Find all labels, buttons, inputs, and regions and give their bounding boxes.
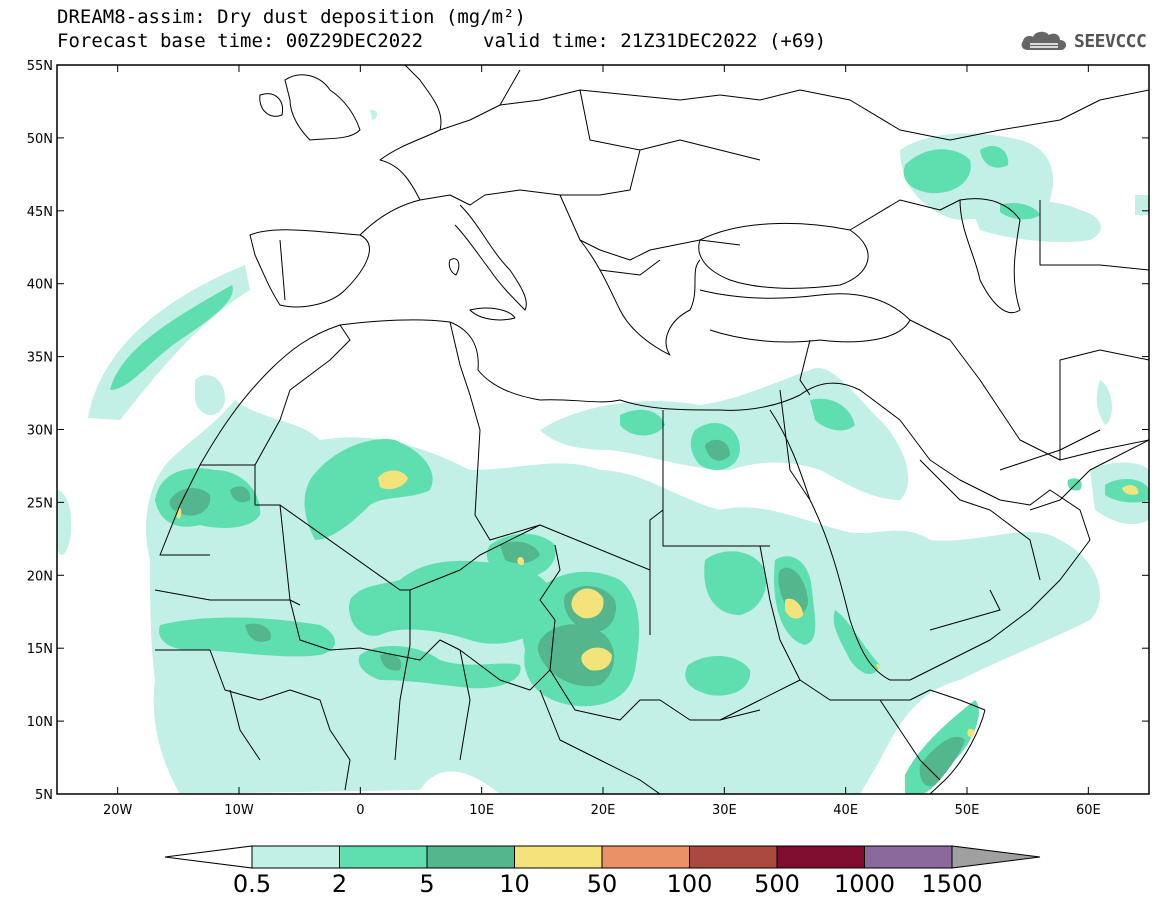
lat-tick-label: 5N [35, 788, 53, 803]
colorbar-swatch [514, 845, 603, 869]
colorbar-label: 50 [586, 870, 618, 898]
colorbar-label: 10 [499, 870, 530, 898]
colorbar-label: 1500 [921, 870, 983, 898]
lon-tick-label: 50E [955, 803, 980, 818]
colorbar-label: 100 [666, 870, 713, 898]
lat-tick-label: 35N [27, 351, 53, 366]
colorbar-under-arrow [164, 845, 253, 869]
lat-tick-label: 55N [27, 59, 53, 74]
colorbar-label: 500 [754, 870, 800, 898]
lat-tick-label: 10N [27, 715, 53, 730]
cloud-icon [1021, 31, 1067, 50]
dust-deposition-field [57, 109, 1149, 794]
lon-tick-label: 60E [1076, 803, 1101, 818]
dust-level-10 [176, 470, 1139, 738]
lon-tick-label: 10E [469, 803, 494, 818]
colorbar-swatch [864, 845, 953, 869]
colorbar-swatch [776, 845, 865, 869]
lat-tick-label: 20N [27, 569, 53, 584]
colorbar-over-arrow [951, 845, 1041, 869]
logo-text: SEEVCCC [1074, 30, 1147, 52]
lat-tick-label: 45N [27, 205, 53, 220]
colorbar-swatch [251, 845, 340, 869]
colorbar-label: 1000 [833, 870, 896, 898]
lat-tick-label: 50N [27, 132, 53, 147]
colorbar-swatch [689, 845, 778, 869]
colorbar [164, 845, 1041, 869]
lon-tick-label: 10W [224, 803, 254, 818]
lat-tick-label: 30N [27, 424, 53, 439]
colorbar-label: 0.5 [232, 870, 272, 898]
longitude-axis: 20W 10W 0 10E 20E 30E 40E 50E 60E [103, 65, 1101, 818]
lat-tick-label: 40N [27, 278, 53, 293]
lat-tick-label: 15N [27, 642, 53, 657]
seevccc-logo: SEEVCCC [1018, 26, 1158, 56]
colorbar-label: 5 [419, 870, 435, 898]
lon-tick-label: 20W [103, 803, 133, 818]
lon-tick-label: 0 [356, 803, 364, 818]
title-line1: DREAM8-assim: Dry dust deposition (mg/m²… [57, 6, 526, 28]
colorbar-label: 2 [331, 870, 348, 898]
lat-tick-label: 25N [27, 496, 53, 511]
title-line2: Forecast base time: 00Z29DEC2022 [57, 30, 424, 52]
valid-time: valid time: 21Z31DEC2022 (+69) [483, 30, 827, 52]
colorbar-swatch [426, 845, 515, 869]
latitude-axis: 55N 50N 45N 40N 35N 30N 25N 20N 15N 10N 5N [27, 59, 1149, 803]
lon-tick-label: 40E [833, 803, 858, 818]
lon-tick-label: 20E [591, 803, 616, 818]
colorbar-swatch [339, 845, 428, 869]
country-borders [154, 65, 1149, 794]
colorbar-swatch [601, 845, 690, 869]
lon-tick-label: 30E [712, 803, 737, 818]
